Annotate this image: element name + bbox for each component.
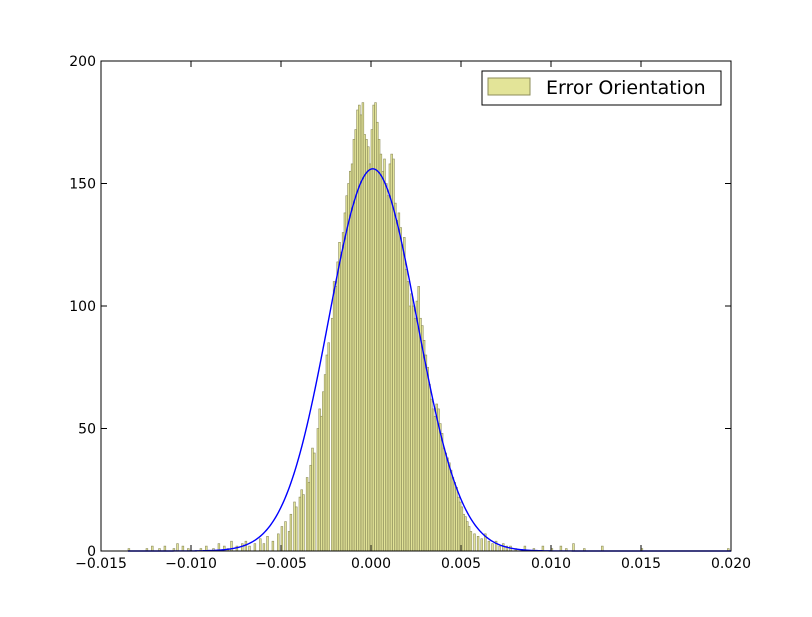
x-tick-label: −0.010 (165, 556, 217, 572)
histogram-bar (498, 545, 501, 552)
legend: Error Orientation (481, 70, 722, 106)
histogram-bar (473, 533, 476, 552)
histogram-bar (253, 543, 257, 552)
x-tick-label: −0.005 (255, 556, 307, 572)
ticks: −0.015 −0.010 −0.005 0.000 0.005 0.010 0.015 0.… (69, 54, 751, 572)
histogram-bar (480, 538, 483, 552)
histogram-bar (601, 545, 604, 552)
histogram-bar (476, 535, 480, 552)
histogram-bar (241, 543, 244, 552)
histogram-bar (502, 543, 505, 552)
histogram-bar (151, 545, 154, 552)
histogram-bar (295, 506, 298, 552)
x-tick-label: 0.010 (531, 556, 571, 572)
x-tick-label: −0.015 (75, 556, 127, 572)
histogram-bar (176, 543, 179, 552)
histogram-bar (163, 545, 167, 552)
histogram-bar (244, 540, 248, 552)
y-tick-label: 200 (69, 54, 96, 70)
x-tick-label: 0.020 (711, 556, 751, 572)
y-tick-label: 100 (69, 299, 96, 315)
x-tick-label: 0.005 (441, 556, 481, 572)
histogram-bar (284, 521, 287, 552)
histogram-bar (491, 543, 494, 552)
histogram-bar (313, 452, 316, 552)
legend-swatch (487, 77, 531, 96)
histogram-bar (487, 540, 491, 552)
histogram-bar (271, 540, 275, 552)
histogram-bar (262, 543, 266, 552)
histogram-bar (327, 342, 330, 552)
y-tick-label: 0 (87, 544, 96, 560)
legend-label: Error Orientation (546, 77, 706, 99)
histogram-bar (469, 531, 473, 552)
y-tick-label: 150 (69, 177, 96, 193)
x-tick-label: 0.015 (621, 556, 661, 572)
histogram-bar (266, 535, 269, 552)
histogram-bar (289, 513, 293, 552)
y-tick-label: 50 (78, 422, 96, 438)
x-tick-label: 0.000 (351, 556, 391, 572)
histogram-bar (277, 533, 280, 552)
histogram-bar (259, 538, 262, 552)
histogram-bar (248, 545, 251, 552)
histogram-bar (572, 543, 575, 552)
histogram-bar (302, 494, 305, 552)
